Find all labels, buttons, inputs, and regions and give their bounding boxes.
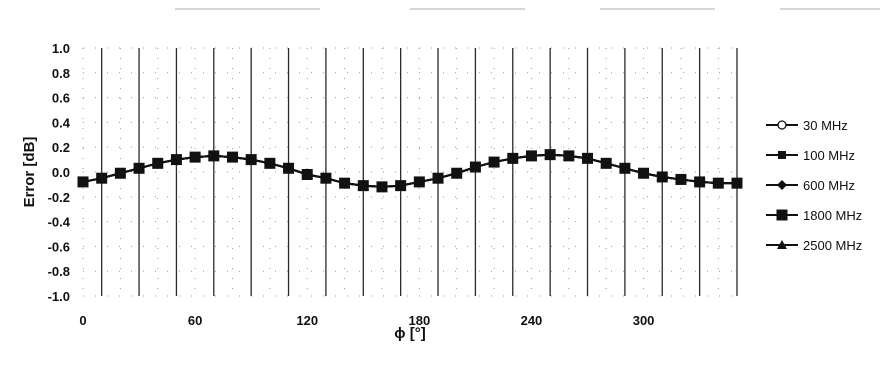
data-point (301, 168, 313, 180)
series-markers (77, 149, 743, 193)
data-point (133, 162, 145, 174)
legend-label: 2500 MHz (803, 238, 862, 253)
data-point (675, 173, 687, 185)
data-point (264, 157, 276, 169)
y-tick-label: 0.2 (52, 140, 70, 155)
major-grid (101, 48, 738, 296)
data-point (582, 152, 594, 164)
legend-label: 600 MHz (803, 178, 855, 193)
data-point (413, 176, 425, 188)
y-tick-label: 0.8 (52, 66, 70, 81)
data-point (152, 157, 164, 169)
legend-marker (776, 209, 788, 221)
y-tick-label: 0.6 (52, 91, 70, 106)
y-tick-label: 1.0 (52, 41, 70, 56)
data-point (114, 167, 126, 179)
y-tick-label: -1.0 (48, 289, 70, 304)
x-axis-label: ϕ [°] (394, 325, 425, 342)
y-tick-label: -0.6 (48, 239, 70, 254)
y-tick-label: -0.4 (48, 215, 71, 230)
legend-label: 100 MHz (803, 148, 855, 163)
x-tick-label: 240 (521, 313, 543, 328)
x-tick-label: 60 (188, 313, 202, 328)
legend-marker (777, 120, 787, 130)
data-point (712, 177, 724, 189)
data-point (395, 180, 407, 192)
y-tick-label: 0.0 (52, 165, 70, 180)
data-point (619, 162, 631, 174)
x-tick-label: 300 (633, 313, 655, 328)
data-point (656, 171, 668, 183)
data-point (600, 157, 612, 169)
legend-label: 30 MHz (803, 118, 848, 133)
data-point (694, 176, 706, 188)
data-point (432, 172, 444, 184)
y-axis-label: Error [dB] (21, 137, 38, 208)
data-point (339, 177, 351, 189)
data-point (226, 151, 238, 163)
x-tick-label: 0 (79, 313, 86, 328)
legend-label: 1800 MHz (803, 208, 862, 223)
legend: 30 MHz 100 MHz 600 MHz 1800 MHz 2500 MHz (758, 106, 882, 258)
data-point (96, 172, 108, 184)
data-point (357, 180, 369, 192)
y-tick-labels: 1.0 0.8 0.6 0.4 0.2 0.0 -0.2 -0.4 -0.6 -0.8 -1.0 (48, 41, 71, 304)
y-tick-label: -0.2 (48, 190, 70, 205)
data-point (376, 181, 388, 193)
data-point (208, 150, 220, 162)
y-tick-label: -0.8 (48, 264, 70, 279)
legend-marker (777, 240, 787, 249)
data-point (77, 176, 89, 188)
data-point (731, 177, 743, 189)
y-tick-label: 0.4 (52, 115, 71, 130)
data-point (544, 149, 556, 161)
data-point (170, 154, 182, 166)
data-point (488, 156, 500, 168)
data-point (451, 167, 463, 179)
data-point (469, 161, 481, 173)
data-point (563, 150, 575, 162)
data-point (189, 151, 201, 163)
legend-marker (778, 151, 786, 159)
data-point (638, 167, 650, 179)
x-tick-label: 120 (296, 313, 318, 328)
data-point (320, 172, 332, 184)
x-tick-label: 180 (408, 313, 430, 328)
legend-marker (777, 180, 787, 190)
data-point (507, 152, 519, 164)
minor-grid (82, 47, 738, 297)
data-point (245, 154, 257, 166)
x-tick-labels: 0 60 120 180 240 300 (79, 313, 654, 328)
data-point (283, 162, 295, 174)
data-point (525, 150, 537, 162)
